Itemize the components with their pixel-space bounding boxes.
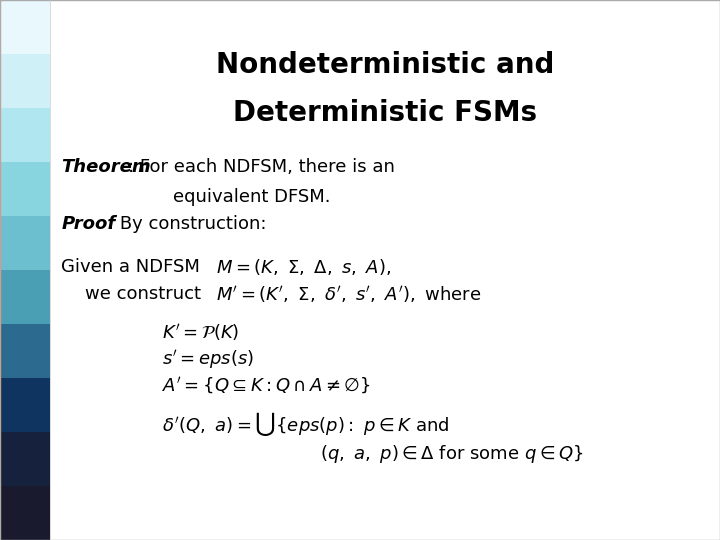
Text: $K' = \mathcal{P}(K)$: $K' = \mathcal{P}(K)$ [162,322,239,342]
Bar [0,270,50,324]
Bar [0,0,50,54]
Bar [0,54,50,108]
Bar [0,486,50,540]
Text: equivalent DFSM.: equivalent DFSM. [173,188,330,206]
Text: we construct: we construct [85,285,201,303]
Text: : For each NDFSM, there is an: : For each NDFSM, there is an [128,158,395,177]
Text: $s' = \mathit{eps}(s)$: $s' = \mathit{eps}(s)$ [162,348,254,370]
Text: Deterministic FSMs: Deterministic FSMs [233,99,537,127]
Text: : By construction:: : By construction: [108,215,266,233]
Bar [0,432,50,486]
Text: Proof: Proof [61,215,115,233]
Bar [0,162,50,216]
Text: Theorem: Theorem [61,158,150,177]
Bar [0,216,50,270]
Bar [0,108,50,162]
Bar [0,378,50,432]
Text: $M' = (K',\ \Sigma,\ \delta',\ s',\ A'),\ \mathrm{where}$: $M' = (K',\ \Sigma,\ \delta',\ s',\ A'),… [216,284,481,305]
Text: Given a NDFSM: Given a NDFSM [61,258,200,276]
Text: $\delta'(Q,\ a) = \bigcup\{\mathit{eps}(p):\ p \in K\ \mathrm{and}$: $\delta'(Q,\ a) = \bigcup\{\mathit{eps}(… [162,410,449,438]
Text: $M = (K,\ \Sigma,\ \Delta,\ s,\ A),$: $M = (K,\ \Sigma,\ \Delta,\ s,\ A),$ [216,257,391,278]
Text: Nondeterministic and: Nondeterministic and [216,51,554,79]
Text: $A' = \{Q \subseteq K : Q \cap A \neq \varnothing\}$: $A' = \{Q \subseteq K : Q \cap A \neq \v… [162,376,371,396]
Text: $(q,\ a,\ p) \in \Delta\ \mathrm{for\ some}\ q \in Q\}$: $(q,\ a,\ p) \in \Delta\ \mathrm{for\ so… [320,443,584,464]
Bar [0,324,50,378]
